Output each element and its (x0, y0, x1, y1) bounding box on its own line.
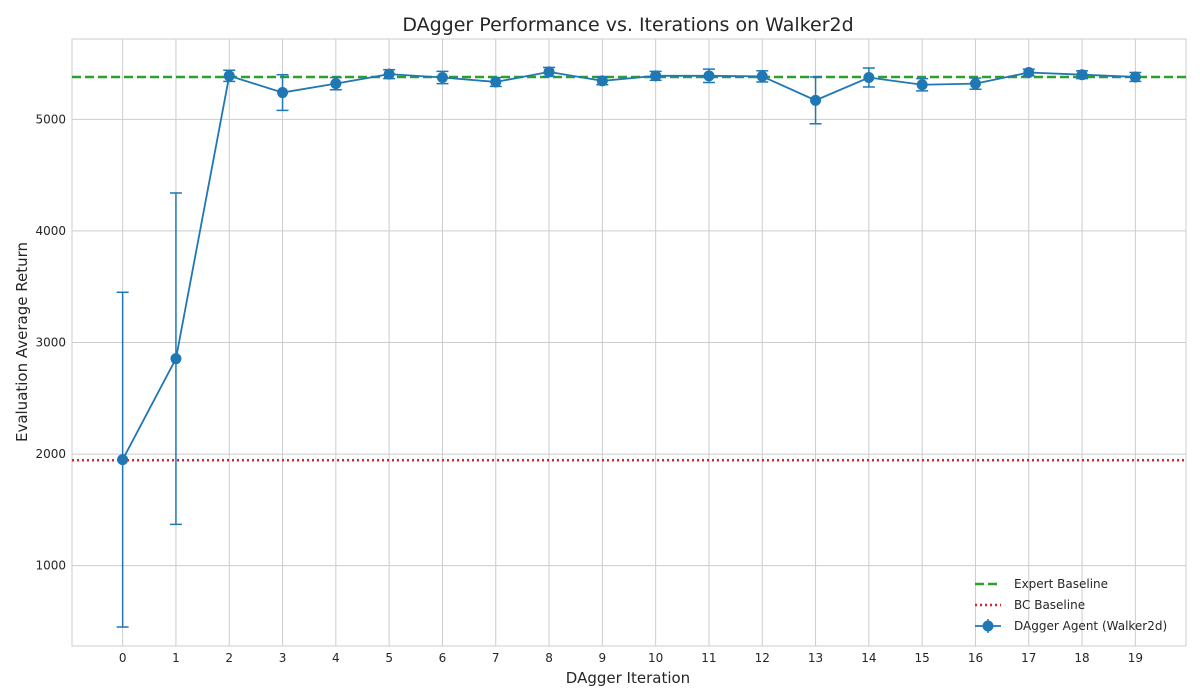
data-point (863, 71, 875, 83)
x-tick-label: 17 (1021, 651, 1036, 665)
legend-label: BC Baseline (1014, 598, 1085, 612)
series-line (121, 71, 1136, 461)
y-tick-label: 5000 (35, 112, 66, 126)
data-point (1023, 66, 1035, 78)
data-point (810, 94, 822, 106)
y-tick-label: 2000 (35, 447, 66, 461)
x-tick-label: 11 (701, 651, 716, 665)
legend-label: Expert Baseline (1014, 577, 1108, 591)
chart-title: DAgger Performance vs. Iterations on Wal… (402, 14, 853, 36)
x-axis-title: DAgger Iteration (566, 669, 690, 687)
plot-frame (71, 38, 1187, 647)
x-tick-label: 16 (968, 651, 983, 665)
x-tick-label: 4 (332, 651, 340, 665)
data-point (1076, 69, 1088, 81)
legend-label: DAgger Agent (Walker2d) (1014, 619, 1167, 633)
y-tick-label: 4000 (35, 224, 66, 238)
x-tick-label: 0 (119, 651, 127, 665)
x-tick-label: 3 (279, 651, 287, 665)
x-tick-label: 9 (599, 651, 607, 665)
x-tick-label: 5 (385, 651, 393, 665)
grid-lines (72, 39, 1186, 646)
data-point (277, 87, 289, 99)
y-axis-title: Evaluation Average Return (13, 242, 31, 442)
x-tick-label: 6 (439, 651, 447, 665)
data-point (436, 71, 448, 83)
x-tick-label: 8 (545, 651, 553, 665)
x-tick-label: 13 (808, 651, 823, 665)
data-point (969, 78, 981, 90)
data-point (223, 70, 235, 82)
x-tick-label: 15 (915, 651, 930, 665)
data-point (170, 353, 182, 365)
data-point (330, 78, 342, 90)
data-point (383, 68, 395, 80)
data-point (596, 75, 608, 87)
data-point (650, 70, 662, 82)
y-tick-label: 1000 (35, 559, 66, 573)
data-point (703, 70, 715, 82)
x-tick-label: 10 (648, 651, 663, 665)
legend-swatch-marker (982, 620, 994, 632)
x-tick-label: 12 (755, 651, 770, 665)
x-tick-label: 18 (1074, 651, 1089, 665)
x-tick-label: 2 (225, 651, 233, 665)
data-point (916, 79, 928, 91)
data-point (490, 76, 502, 88)
data-point (756, 70, 768, 82)
legend: Expert Baseline BC Baseline DAgger Agent (… (975, 577, 1167, 633)
x-tick-label: 7 (492, 651, 500, 665)
x-tick-label: 19 (1128, 651, 1143, 665)
y-tick-label: 3000 (35, 336, 66, 350)
x-tick-label: 14 (861, 651, 876, 665)
data-point (117, 454, 129, 466)
x-tick-label: 1 (172, 651, 180, 665)
data-point (1129, 71, 1141, 83)
data-point (543, 66, 555, 78)
